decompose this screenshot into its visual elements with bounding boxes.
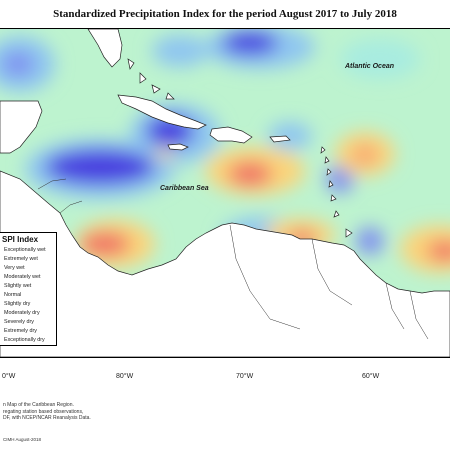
longitude-label: 70°W [236,373,254,380]
very-wet-core [45,149,155,185]
border-line [385,282,405,330]
legend-item: Exceptionally dry [4,337,45,343]
legend-item: Normal [4,292,22,298]
slightly-wet-zone [340,39,420,79]
extremely-dry-core [80,232,130,256]
wet-zone [152,35,208,67]
border-line [37,178,67,190]
central-and-south-america [0,170,450,357]
land [0,29,450,357]
extremely-dry-core [427,241,450,261]
border-line [311,238,353,306]
legend-item: Extremely wet [4,256,38,262]
longitude-label: 80°W [116,373,134,380]
longitude-label: 60°W [362,373,380,380]
dry-zone [155,149,175,159]
extremely-dry-core [228,162,272,186]
bahamas [127,58,175,100]
jamaica [167,143,189,151]
footer-source: CIMH August-2018 [3,437,42,442]
dry-zone [400,225,450,273]
lesser-antilles [320,146,353,238]
spi-legend: SPI Index Exceptionally wet Extremely we… [0,232,57,346]
legend-item: Moderately wet [4,274,41,280]
legend-item: Slightly dry [4,301,31,307]
severely-dry-core [353,145,377,165]
spi-map-canvas [0,29,450,357]
wet-zone [356,227,384,255]
border-line [229,224,301,330]
yucatan [0,100,43,154]
legend-item: Severely dry [4,319,34,325]
credits-line: regating station based observations, [3,408,84,415]
legend-item: Moderately dry [4,310,40,316]
wet-zone [268,122,312,150]
legend-item: Slightly wet [4,283,32,289]
credits-line: n Map of the Caribbean Region. [3,402,74,408]
country-borders [37,178,429,340]
puerto-rico [269,135,291,143]
border-line [409,290,429,340]
cuba [117,94,207,130]
florida [87,29,123,68]
legend-item: Extremely dry [4,328,37,334]
caribbean-sea-label: Caribbean Sea [160,185,209,192]
map-credits: n Map of the Caribbean Region. regating … [3,402,91,422]
spi-map: Atlantic Ocean Caribbean Sea [0,28,450,358]
very-wet-core [222,31,278,55]
wet-zone [326,165,354,193]
longitude-label: 0°W [2,373,16,380]
atlantic-ocean-label: Atlantic Ocean [345,63,395,70]
map-title: Standardized Precipitation Index for the… [53,8,397,20]
hispaniola [209,126,253,144]
very-wet-core [2,52,34,76]
credits-line: DF, with NCEP/NCAR Reanalysis Data. [3,415,91,422]
legend-title: SPI Index [2,235,39,244]
border-line [59,200,83,214]
legend-item: Exceptionally wet [4,247,46,253]
legend-item: Very wet [4,265,25,271]
